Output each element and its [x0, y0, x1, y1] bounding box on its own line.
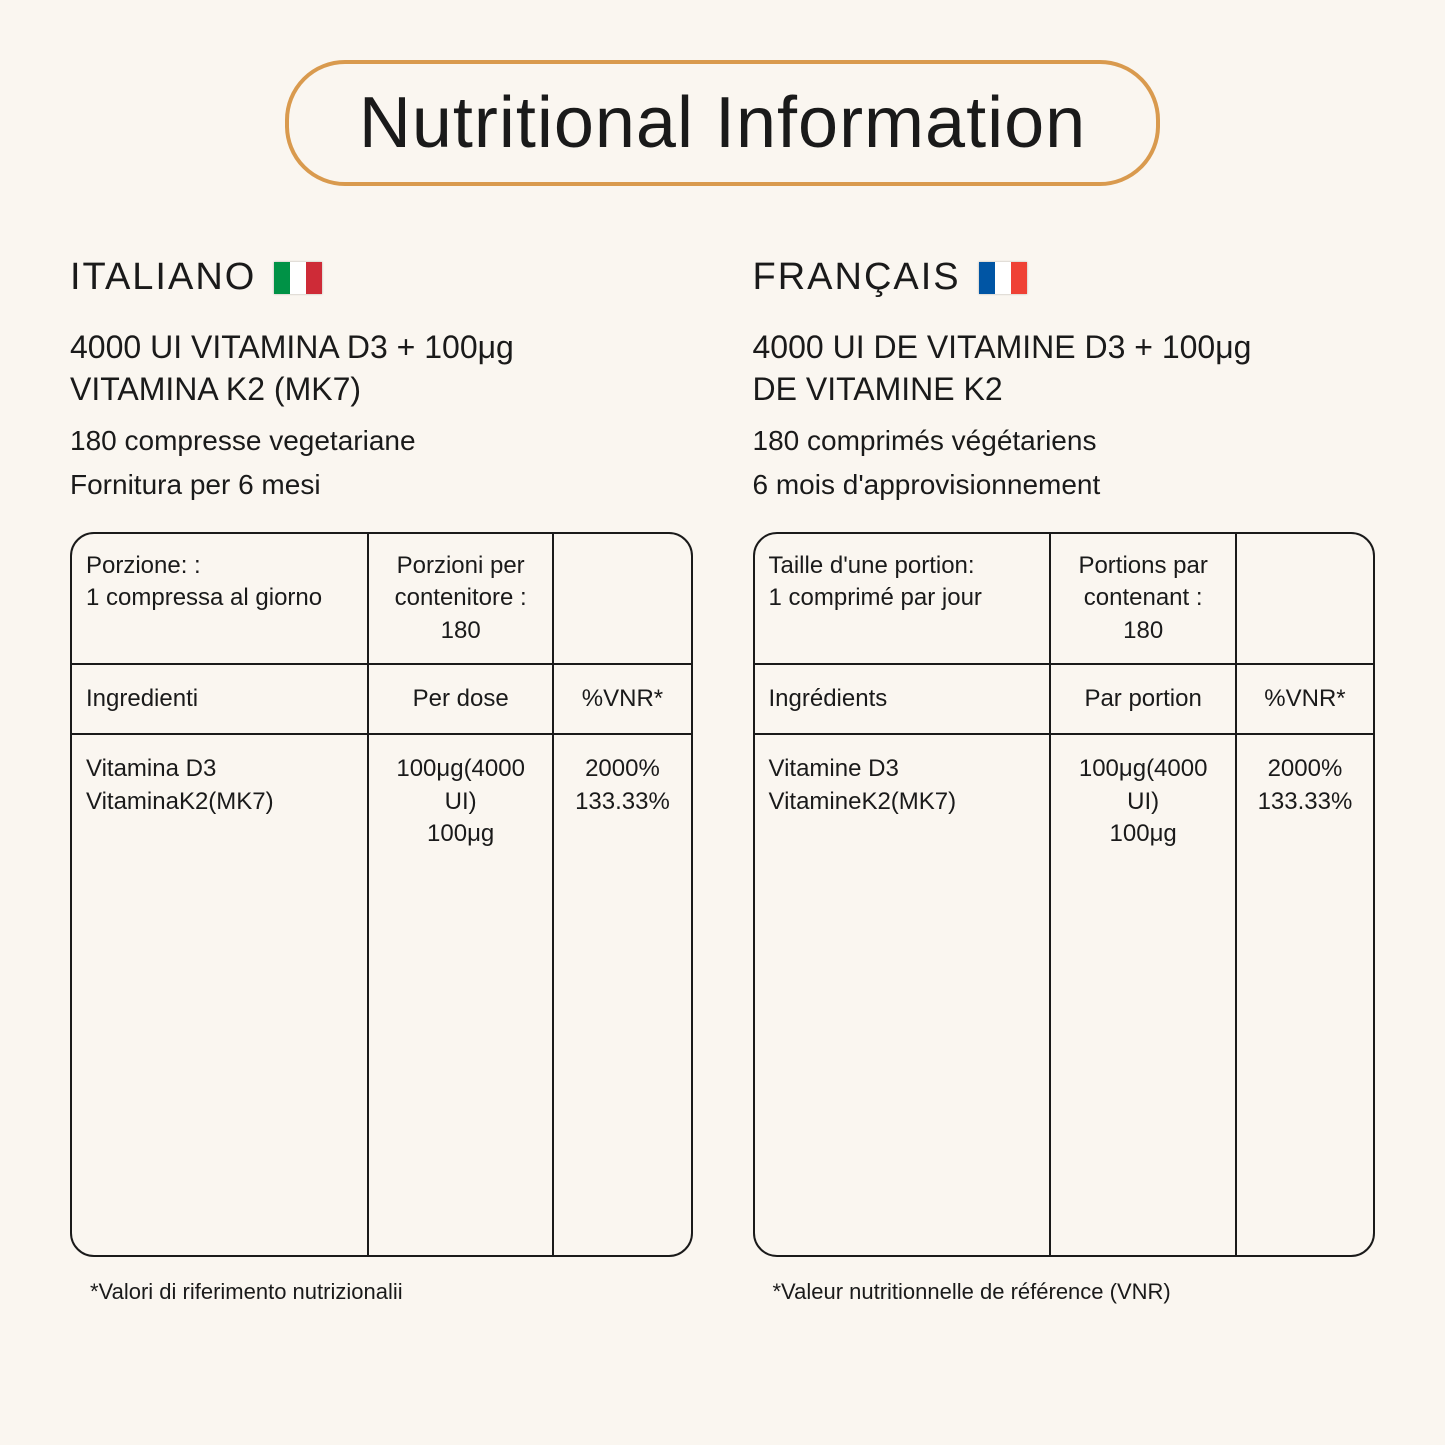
servings-per-cell: Portions par contenant : 180	[1051, 534, 1237, 663]
flag-stripe	[274, 262, 290, 294]
ingredients-cell: Vitamina D3 VitaminaK2(MK7)	[72, 735, 369, 1255]
product-sub2: Fornitura per 6 mesi	[70, 466, 693, 504]
flag-stripe	[290, 262, 306, 294]
col-header-vnr: %VNR*	[1237, 665, 1373, 733]
italy-flag-icon	[274, 262, 322, 294]
table-row: Porzione: : 1 compressa al giorno Porzio…	[72, 534, 691, 665]
col-header-perdose: Per dose	[369, 665, 555, 733]
lang-label: FRANÇAIS	[753, 256, 961, 299]
two-column-layout: ITALIANO 4000 UI VITAMINA D3 + 100μg VIT…	[70, 256, 1375, 1305]
col-header-ingredients: Ingredienti	[72, 665, 369, 733]
nutrition-table-french: Taille d'une portion: 1 comprimé par jou…	[753, 532, 1376, 1258]
serving-cell: Taille d'une portion: 1 comprimé par jou…	[755, 534, 1052, 663]
empty-cell	[1237, 534, 1373, 663]
product-sub1: 180 compresse vegetariane	[70, 422, 693, 460]
lang-header-french: FRANÇAIS	[753, 256, 1376, 299]
footnote: *Valori di riferimento nutrizionalii	[90, 1279, 693, 1305]
product-sub1: 180 comprimés végétariens	[753, 422, 1376, 460]
table-row: Taille d'une portion: 1 comprimé par jou…	[755, 534, 1374, 665]
dose-cell: 100μg(4000 UI) 100μg	[1051, 735, 1237, 1255]
column-french: FRANÇAIS 4000 UI DE VITAMINE D3 + 100μg …	[753, 256, 1376, 1305]
col-header-ingredients: Ingrédients	[755, 665, 1052, 733]
page-title: Nutritional Information	[285, 60, 1160, 186]
vnr-cell: 2000% 133.33%	[1237, 735, 1373, 1255]
ingredients-cell: Vitamine D3 VitamineK2(MK7)	[755, 735, 1052, 1255]
table-row: Vitamina D3 VitaminaK2(MK7) 100μg(4000 U…	[72, 735, 691, 1255]
france-flag-icon	[979, 262, 1027, 294]
lang-header-italian: ITALIANO	[70, 256, 693, 299]
empty-cell	[554, 534, 690, 663]
product-title: 4000 UI VITAMINA D3 + 100μg VITAMINA K2 …	[70, 327, 693, 410]
flag-stripe	[995, 262, 1011, 294]
lang-label: ITALIANO	[70, 256, 256, 299]
table-row: Ingredienti Per dose %VNR*	[72, 665, 691, 735]
product-title: 4000 UI DE VITAMINE D3 + 100μg DE VITAMI…	[753, 327, 1376, 410]
product-sub2: 6 mois d'approvisionnement	[753, 466, 1376, 504]
flag-stripe	[1011, 262, 1027, 294]
servings-per-cell: Porzioni per contenitore : 180	[369, 534, 555, 663]
footnote: *Valeur nutritionnelle de référence (VNR…	[773, 1279, 1376, 1305]
table-row: Ingrédients Par portion %VNR*	[755, 665, 1374, 735]
flag-stripe	[306, 262, 322, 294]
column-italian: ITALIANO 4000 UI VITAMINA D3 + 100μg VIT…	[70, 256, 693, 1305]
table-row: Vitamine D3 VitamineK2(MK7) 100μg(4000 U…	[755, 735, 1374, 1255]
col-header-perdose: Par portion	[1051, 665, 1237, 733]
col-header-vnr: %VNR*	[554, 665, 690, 733]
nutrition-table-italian: Porzione: : 1 compressa al giorno Porzio…	[70, 532, 693, 1258]
dose-cell: 100μg(4000 UI) 100μg	[369, 735, 555, 1255]
flag-stripe	[979, 262, 995, 294]
vnr-cell: 2000% 133.33%	[554, 735, 690, 1255]
serving-cell: Porzione: : 1 compressa al giorno	[72, 534, 369, 663]
